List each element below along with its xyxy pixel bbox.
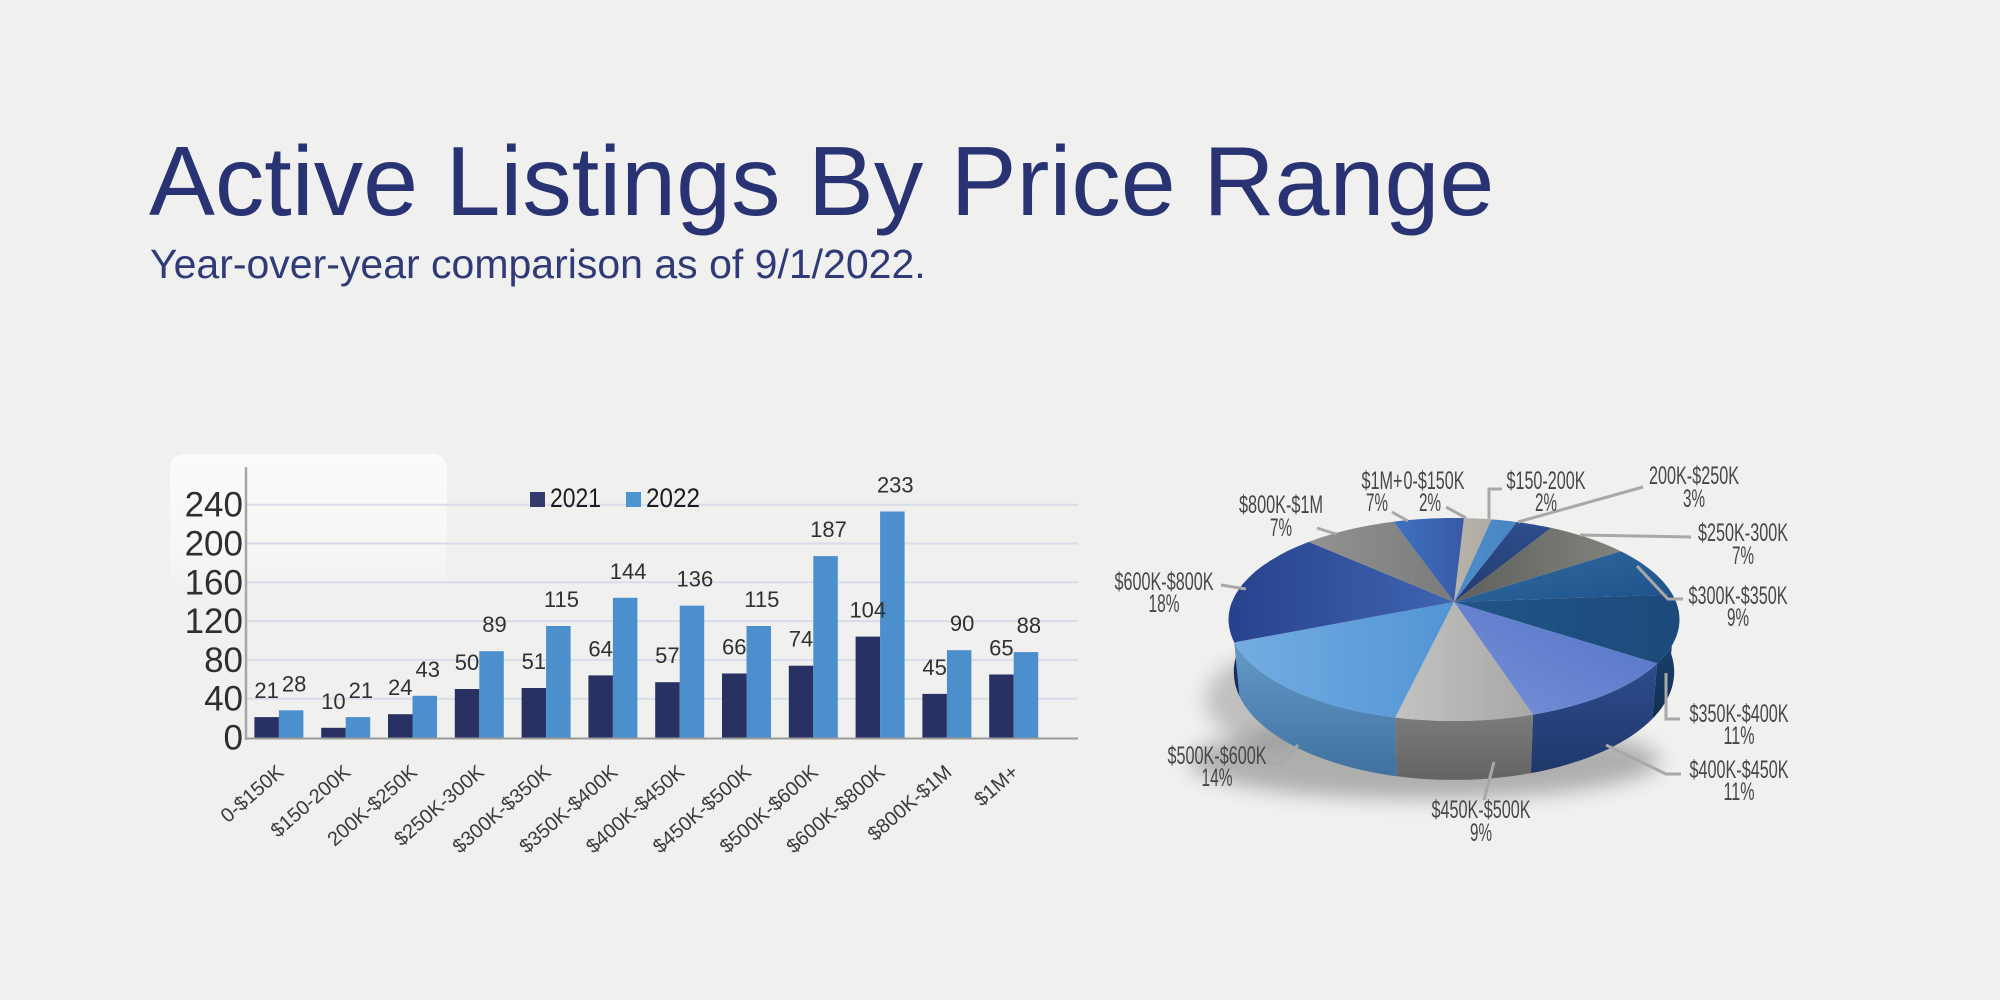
svg-text:11%: 11% xyxy=(1724,722,1755,750)
svg-text:$600K-$800K: $600K-$800K xyxy=(1115,568,1214,596)
svg-text:233: 233 xyxy=(877,473,914,498)
svg-text:$1M+: $1M+ xyxy=(1362,467,1403,495)
svg-text:24: 24 xyxy=(388,675,412,700)
svg-text:10: 10 xyxy=(321,689,345,714)
svg-text:160: 160 xyxy=(185,563,243,602)
svg-text:43: 43 xyxy=(416,657,440,682)
svg-text:104: 104 xyxy=(849,598,886,623)
svg-text:115: 115 xyxy=(744,587,779,612)
svg-text:$500K-$600K: $500K-$600K xyxy=(1168,742,1267,770)
svg-text:21: 21 xyxy=(349,678,373,703)
svg-text:57: 57 xyxy=(655,643,679,668)
svg-text:$150-200K: $150-200K xyxy=(1507,467,1586,495)
svg-text:64: 64 xyxy=(588,636,612,661)
svg-text:7%: 7% xyxy=(1366,489,1388,517)
svg-text:7%: 7% xyxy=(1732,542,1754,570)
svg-text:2%: 2% xyxy=(1419,489,1441,517)
svg-text:2022: 2022 xyxy=(646,483,700,513)
svg-text:144: 144 xyxy=(610,559,647,584)
svg-text:136: 136 xyxy=(677,567,714,592)
svg-text:21: 21 xyxy=(254,678,278,703)
svg-text:3%: 3% xyxy=(1683,485,1705,513)
svg-text:89: 89 xyxy=(482,612,506,637)
svg-text:9%: 9% xyxy=(1470,819,1492,847)
svg-text:7%: 7% xyxy=(1270,514,1292,542)
svg-text:115: 115 xyxy=(544,587,579,612)
svg-text:40: 40 xyxy=(204,680,243,719)
svg-text:$450K-$500K: $450K-$500K xyxy=(1432,796,1531,824)
svg-text:Active Listings By Price Range: Active Listings By Price Range xyxy=(149,126,1494,236)
svg-text:28: 28 xyxy=(282,671,306,696)
svg-text:90: 90 xyxy=(950,611,974,636)
svg-text:$400K-$450K: $400K-$450K xyxy=(1690,756,1789,784)
svg-text:187: 187 xyxy=(810,517,847,542)
svg-text:200K-$250K: 200K-$250K xyxy=(1649,462,1739,490)
svg-text:9%: 9% xyxy=(1727,604,1749,632)
svg-text:$300K-$350K: $300K-$350K xyxy=(1689,582,1788,610)
svg-text:0-$150K: 0-$150K xyxy=(1404,467,1465,495)
svg-text:14%: 14% xyxy=(1202,764,1233,792)
svg-text:45: 45 xyxy=(922,655,946,680)
svg-text:0: 0 xyxy=(224,719,243,758)
svg-text:2021: 2021 xyxy=(550,483,601,513)
svg-text:240: 240 xyxy=(185,486,243,525)
svg-text:65: 65 xyxy=(989,636,1013,661)
svg-text:120: 120 xyxy=(185,602,243,641)
svg-text:88: 88 xyxy=(1017,613,1041,638)
svg-text:50: 50 xyxy=(455,650,479,675)
svg-text:$250K-300K: $250K-300K xyxy=(1698,519,1788,547)
svg-text:74: 74 xyxy=(789,627,813,652)
svg-text:Year-over-year comparison as o: Year-over-year comparison as of 9/1/2022… xyxy=(150,241,926,287)
svg-text:$800K-$1M: $800K-$1M xyxy=(1239,491,1323,519)
svg-text:80: 80 xyxy=(204,641,243,680)
svg-text:$350K-$400K: $350K-$400K xyxy=(1690,700,1789,728)
svg-text:11%: 11% xyxy=(1724,778,1755,806)
svg-text:66: 66 xyxy=(722,635,746,660)
svg-text:18%: 18% xyxy=(1149,590,1180,618)
svg-text:200: 200 xyxy=(185,525,243,564)
svg-text:51: 51 xyxy=(522,649,546,674)
svg-text:2%: 2% xyxy=(1535,489,1557,517)
